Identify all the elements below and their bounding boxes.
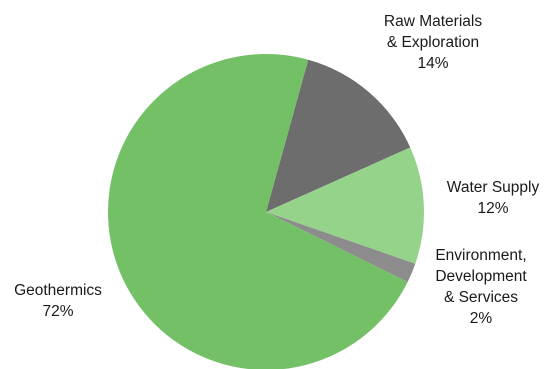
pie-slice (107, 54, 408, 369)
pie-labels: Raw Materials & Exploration 14% Water Suppl… (14, 13, 539, 327)
slice-label: Water Supply 12% (447, 179, 540, 217)
slice-label: Environment, Development & Services 2% (435, 247, 527, 327)
pie-slice (266, 212, 416, 283)
pie-slices (107, 54, 425, 369)
pie-slice (266, 147, 425, 264)
slice-label: Geothermics 72% (14, 282, 102, 320)
slice-label: Raw Materials & Exploration 14% (384, 13, 482, 72)
pie-slice (266, 59, 411, 212)
